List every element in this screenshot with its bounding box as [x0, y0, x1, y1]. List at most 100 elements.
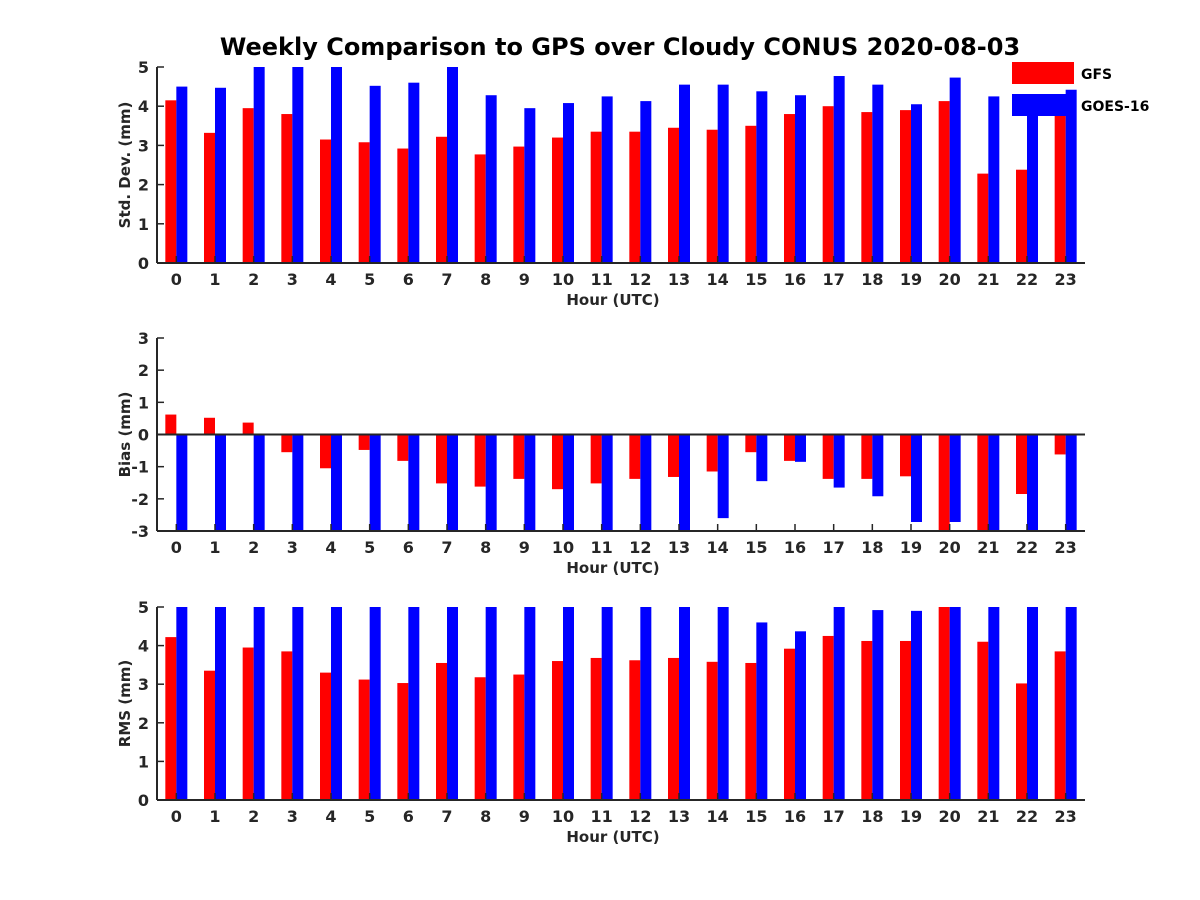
- x-tick-label: 18: [861, 270, 883, 289]
- bar-bias-gfs-15: [745, 434, 757, 453]
- bar-bias-gfs-11: [590, 434, 602, 484]
- bar-rms-goes-16-10: [563, 607, 574, 800]
- y-tick-label: -1: [131, 458, 149, 477]
- series-goes-16: [176, 434, 1077, 531]
- x-tick-label: 11: [591, 807, 613, 826]
- bar-bias-goes-16-8: [485, 434, 497, 531]
- bar-bias-goes-16-20: [949, 434, 961, 522]
- x-tick-label: 3: [287, 807, 298, 826]
- bar-std-goes-16-16: [795, 95, 806, 263]
- bar-std-goes-16-22: [1027, 101, 1038, 263]
- y-tick-label: 4: [138, 97, 149, 116]
- y-tick-label: 2: [138, 714, 149, 733]
- bar-rms-gfs-8: [474, 677, 486, 800]
- x-tick-label: 4: [325, 538, 336, 557]
- bar-bias-goes-16-5: [369, 434, 381, 531]
- bar-bias-goes-16-14: [717, 434, 729, 519]
- x-axis-label: Hour (UTC): [566, 291, 659, 309]
- bar-rms-gfs-22: [1016, 683, 1027, 800]
- x-tick-label: 22: [1016, 807, 1038, 826]
- bar-rms-gfs-17: [822, 635, 834, 800]
- bar-bias-goes-16-23: [1065, 434, 1077, 531]
- y-tick-label: 2: [138, 361, 149, 380]
- bar-rms-goes-16-1: [215, 607, 226, 800]
- x-tick-label: 17: [823, 538, 845, 557]
- bar-rms-goes-16-20: [949, 607, 961, 800]
- bar-bias-goes-16-21: [988, 434, 1000, 531]
- bar-rms-gfs-20: [938, 607, 950, 800]
- x-tick-label: 13: [668, 270, 690, 289]
- bar-std-goes-16-20: [949, 77, 961, 263]
- x-tick-label: 2: [248, 270, 259, 289]
- x-tick-label: 20: [939, 270, 961, 289]
- bar-std-gfs-4: [320, 139, 331, 263]
- bar-bias-gfs-1: [204, 417, 215, 435]
- x-tick-label: 23: [1055, 538, 1077, 557]
- bar-bias-gfs-2: [242, 422, 254, 435]
- bar-std-gfs-11: [590, 131, 602, 263]
- x-tick-label: 7: [441, 807, 452, 826]
- bar-std-goes-16-19: [911, 104, 922, 264]
- x-tick-label: 7: [441, 270, 452, 289]
- bar-rms-goes-16-23: [1065, 607, 1077, 800]
- bar-rms-goes-16-14: [717, 607, 729, 800]
- x-tick-label: 15: [745, 270, 767, 289]
- bar-rms-goes-16-6: [408, 607, 420, 800]
- x-tick-label: 15: [745, 538, 767, 557]
- x-tick-label: 17: [823, 270, 845, 289]
- series-gfs: [165, 414, 1066, 531]
- x-tick-label: 1: [209, 807, 220, 826]
- bar-std-gfs-21: [977, 173, 989, 263]
- bar-rms-goes-16-3: [292, 607, 304, 800]
- bar-bias-gfs-21: [977, 434, 989, 531]
- bar-rms-gfs-9: [513, 674, 525, 800]
- y-tick-label: 1: [138, 752, 149, 771]
- series-goes-16: [176, 607, 1077, 800]
- x-tick-label: 8: [480, 807, 491, 826]
- x-tick-label: 20: [939, 807, 961, 826]
- y-tick-label: 5: [138, 58, 149, 77]
- x-tick-label: 6: [403, 538, 414, 557]
- bar-bias-gfs-16: [784, 434, 795, 461]
- bar-std-goes-16-21: [988, 96, 1000, 264]
- series-goes-16: [176, 67, 1077, 264]
- y-tick-label: 5: [138, 598, 149, 617]
- bar-rms-gfs-3: [281, 651, 293, 800]
- bar-bias-goes-16-6: [408, 434, 420, 531]
- x-tick-label: 1: [209, 270, 220, 289]
- x-tick-label: 1: [209, 538, 220, 557]
- x-tick-label: 14: [707, 807, 729, 826]
- bar-bias-gfs-0: [165, 414, 177, 435]
- bar-std-goes-16-10: [563, 103, 574, 264]
- bar-bias-goes-16-9: [524, 434, 536, 531]
- bar-std-goes-16-12: [640, 101, 652, 263]
- x-tick-label: 14: [707, 538, 729, 557]
- bar-bias-gfs-12: [629, 434, 641, 479]
- y-tick-label: 3: [138, 329, 149, 348]
- x-tick-label: 0: [171, 538, 182, 557]
- bar-rms-gfs-0: [165, 637, 177, 800]
- bar-bias-goes-16-19: [911, 434, 922, 522]
- x-tick-label: 14: [707, 270, 729, 289]
- bar-std-gfs-5: [358, 142, 370, 263]
- y-axis-label: Bias (mm): [116, 392, 134, 478]
- bar-std-gfs-13: [668, 127, 679, 263]
- y-tick-label: -2: [131, 490, 149, 509]
- x-tick-label: 3: [287, 538, 298, 557]
- bar-rms-goes-16-7: [447, 607, 458, 800]
- y-tick-label: 3: [138, 136, 149, 155]
- x-axis-label: Hour (UTC): [566, 828, 659, 846]
- bar-bias-goes-16-2: [253, 434, 265, 531]
- x-tick-label: 5: [364, 270, 375, 289]
- x-tick-label: 4: [325, 807, 336, 826]
- x-tick-label: 23: [1055, 807, 1077, 826]
- bar-rms-gfs-1: [204, 670, 215, 800]
- bar-bias-goes-16-1: [215, 434, 226, 531]
- x-tick-label: 18: [861, 807, 883, 826]
- bar-rms-gfs-16: [784, 648, 795, 800]
- bar-rms-gfs-18: [861, 640, 873, 800]
- bar-bias-goes-16-0: [176, 434, 188, 531]
- bar-bias-goes-16-17: [833, 434, 845, 488]
